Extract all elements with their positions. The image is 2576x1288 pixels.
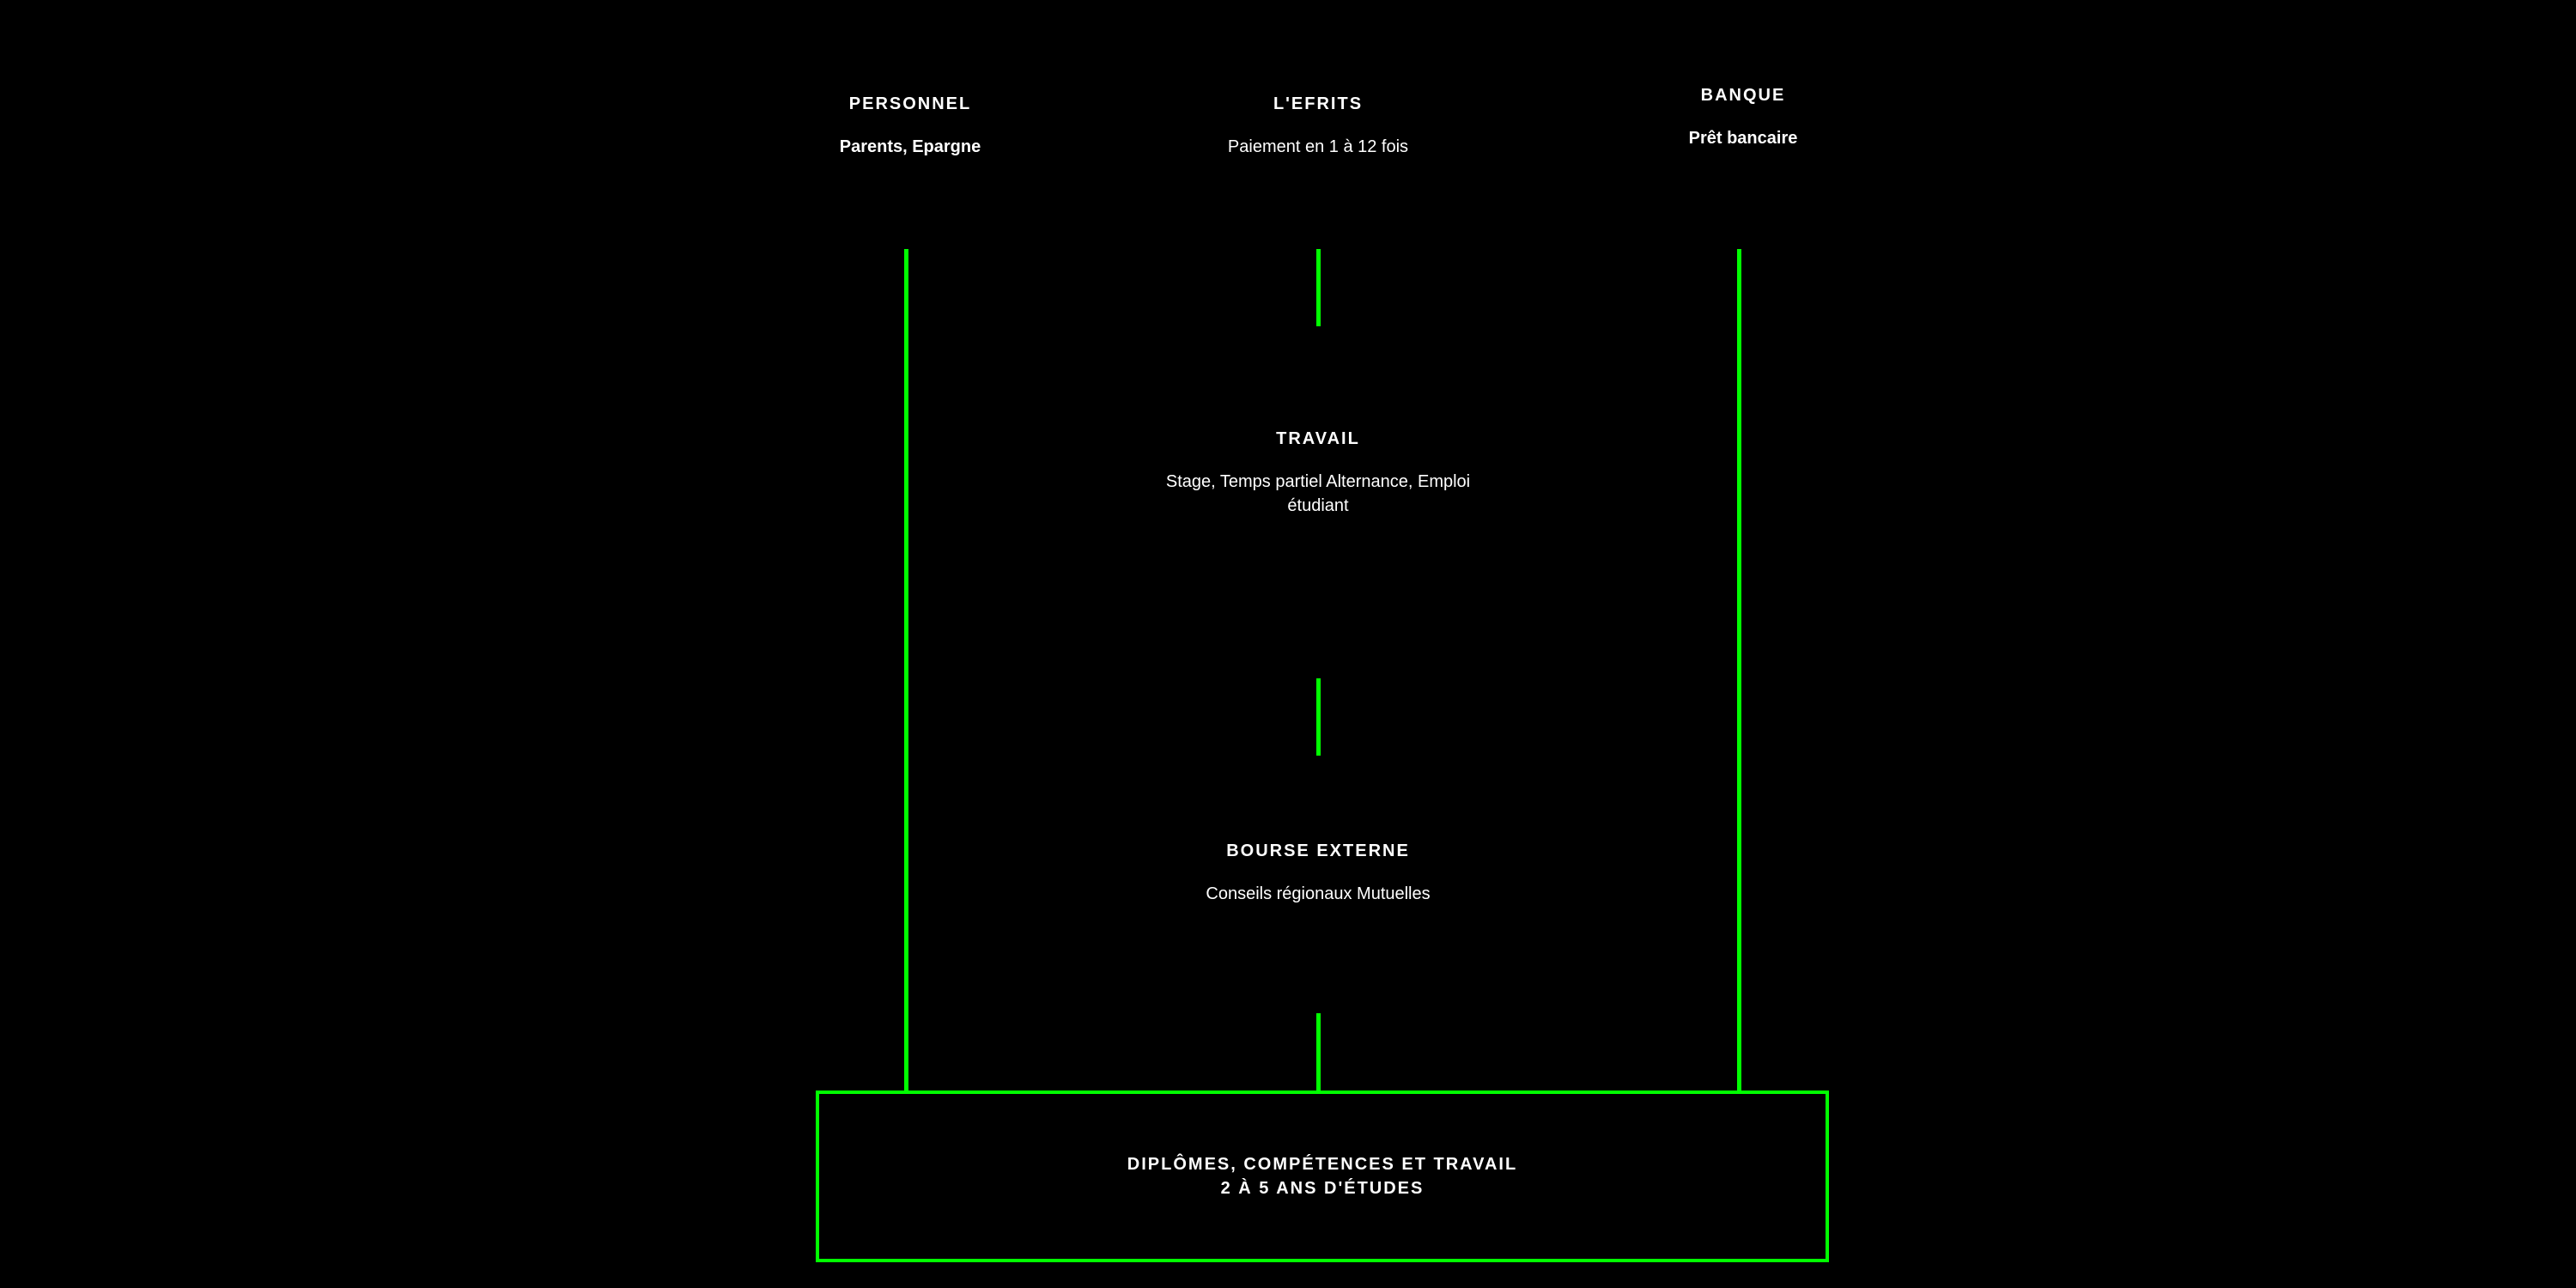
connector-bourse bbox=[1316, 1013, 1321, 1091]
node-bourse-subtitle: Conseils régionaux Mutuelles bbox=[1163, 882, 1473, 906]
node-travail: TRAVAIL Stage, Temps partiel Alternance,… bbox=[1163, 429, 1473, 518]
node-personnel-title: PERSONNEL bbox=[790, 94, 1030, 114]
node-banque: BANQUE Prêt bancaire bbox=[1623, 86, 1863, 150]
node-efrits-title: L'EFRITS bbox=[1189, 94, 1447, 114]
node-personnel-subtitle: Parents, Epargne bbox=[790, 135, 1030, 159]
connector-personnel bbox=[904, 249, 908, 1091]
node-personnel: PERSONNEL Parents, Epargne bbox=[790, 94, 1030, 159]
node-banque-subtitle: Prêt bancaire bbox=[1623, 126, 1863, 150]
result-line1: DIPLÔMES, COMPÉTENCES ET TRAVAIL bbox=[1127, 1152, 1517, 1176]
connector-efrits bbox=[1316, 249, 1321, 326]
connector-banque bbox=[1737, 249, 1741, 1091]
node-bourse: BOURSE EXTERNE Conseils régionaux Mutuel… bbox=[1163, 841, 1473, 906]
node-efrits-subtitle: Paiement en 1 à 12 fois bbox=[1189, 135, 1447, 159]
result-box: DIPLÔMES, COMPÉTENCES ET TRAVAIL 2 À 5 A… bbox=[816, 1091, 1829, 1262]
node-travail-subtitle: Stage, Temps partiel Alternance, Emploi … bbox=[1163, 470, 1473, 518]
result-line2: 2 À 5 ANS D'ÉTUDES bbox=[1221, 1176, 1425, 1200]
connector-travail bbox=[1316, 678, 1321, 756]
node-efrits: L'EFRITS Paiement en 1 à 12 fois bbox=[1189, 94, 1447, 159]
node-banque-title: BANQUE bbox=[1623, 86, 1863, 106]
node-bourse-title: BOURSE EXTERNE bbox=[1163, 841, 1473, 861]
node-travail-title: TRAVAIL bbox=[1163, 429, 1473, 449]
